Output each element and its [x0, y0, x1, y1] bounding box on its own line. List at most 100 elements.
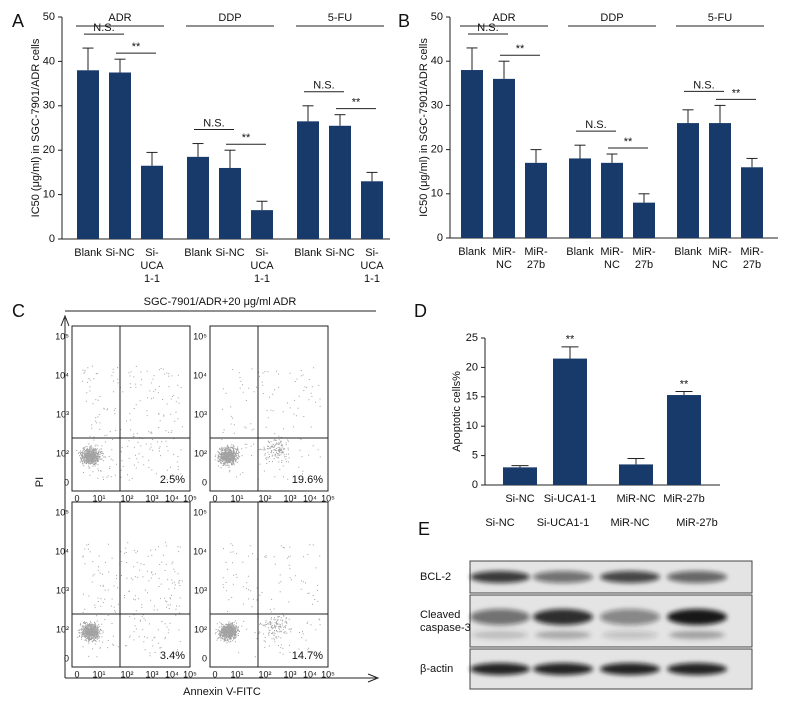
comparison-label: **	[242, 132, 251, 144]
panel-label: C	[12, 301, 25, 321]
axis-arrow	[60, 314, 70, 678]
flow-y-tick: 10³	[194, 409, 207, 419]
y-tick-label: 10	[431, 188, 443, 200]
y-tick-label: 30	[43, 100, 55, 112]
blot-band	[533, 609, 593, 625]
y-tick-label: 25	[466, 332, 478, 344]
flow-x-tick: 10⁴	[165, 669, 179, 679]
bar	[251, 210, 273, 239]
flow-x-tick: 10²	[258, 493, 271, 503]
bar	[141, 165, 163, 239]
bar	[329, 125, 351, 239]
flow-x-tick: 10¹	[230, 669, 243, 679]
event-dots	[76, 365, 183, 481]
flow-x-tick: 10¹	[230, 493, 243, 503]
blot-column-label: MiR-27b	[676, 517, 718, 529]
comparison-label: **	[732, 87, 741, 99]
y-tick-label: 50	[43, 11, 55, 23]
x-tick-label: MiR-NC	[600, 246, 624, 271]
flow-x-tick: 0	[212, 493, 217, 503]
flow-x-tick: 10³	[145, 493, 158, 503]
event-dots	[77, 541, 183, 658]
quadrant-percent: 3.4%	[160, 650, 185, 662]
x-tick-label: Blank	[74, 247, 102, 259]
flow-x-tick: 10³	[283, 669, 296, 679]
x-tick-label: MiR-NC	[616, 493, 655, 505]
bar	[667, 395, 701, 485]
flow-x-tick: 10²	[258, 669, 271, 679]
plot-frame	[71, 325, 191, 492]
group-label: ADR	[108, 12, 131, 24]
flow-y-tick: 0	[202, 653, 207, 663]
y-tick-label: 40	[431, 55, 443, 67]
flow-y-tick: 10⁵	[55, 507, 69, 517]
quadrant-percent: 19.6%	[292, 474, 323, 486]
bar	[493, 78, 515, 238]
bar	[569, 158, 591, 238]
flow-y-tick: 10²	[56, 448, 69, 458]
flow-y-tick: 10²	[194, 448, 207, 458]
x-tick-label: MiR-27b	[663, 493, 705, 505]
comparison-label: N.S.	[477, 22, 498, 34]
blot-band	[470, 663, 530, 675]
bar	[503, 467, 537, 485]
blot-band	[600, 663, 660, 675]
blot-band	[600, 609, 660, 625]
blot-row-label: BCL-2	[420, 571, 451, 583]
flow-x-tick: 0	[74, 669, 79, 679]
y-tick-label: 20	[466, 361, 478, 373]
plot-frame	[71, 501, 191, 668]
blot-band	[533, 663, 593, 675]
flow-x-tick: 10⁵	[183, 669, 197, 679]
comparison-label: N.S.	[93, 22, 114, 34]
significance: **	[566, 334, 575, 346]
x-tick-label: Si-UCA1-1	[544, 493, 597, 505]
flow-y-tick: 10⁴	[193, 370, 207, 380]
flow-y-tick: 10⁵	[55, 331, 69, 341]
blot-band	[667, 663, 727, 675]
group-label: ADR	[492, 12, 515, 24]
x-tick-label: Blank	[294, 247, 322, 259]
x-tick-label: MiR-NC	[708, 246, 732, 271]
flow-x-label: Annexin V-FITC	[183, 686, 261, 698]
group-label: 5-FU	[328, 12, 353, 24]
axis-arrow	[65, 673, 380, 683]
y-axis-label: IC50 (μg/ml) in SGC-7901/ADR cells	[418, 38, 430, 217]
bar	[461, 70, 483, 238]
significance: **	[680, 378, 689, 390]
blot-row-label: β-actin	[420, 663, 453, 675]
event-dots	[215, 543, 321, 658]
bar	[219, 167, 241, 239]
comparison-label: N.S.	[693, 79, 714, 91]
blot-band	[600, 571, 660, 583]
bar	[109, 72, 131, 239]
y-tick-label: 50	[431, 11, 443, 23]
flow-y-tick: 10²	[56, 624, 69, 634]
flow-x-tick: 10³	[283, 493, 296, 503]
flow-x-tick: 10¹	[92, 669, 105, 679]
flow-x-tick: 10⁵	[321, 669, 335, 679]
blot-column-label: MiR-NC	[610, 517, 649, 529]
y-tick-label: 0	[49, 233, 55, 245]
flow-y-tick: 0	[64, 477, 69, 487]
x-tick-label: Blank	[458, 246, 486, 258]
flow-x-tick: 10⁵	[183, 493, 197, 503]
y-axis-label: Apoptotic cells%	[451, 371, 463, 452]
flow-x-tick: 10¹	[92, 493, 105, 503]
y-tick-label: 40	[43, 55, 55, 67]
bar	[677, 123, 699, 238]
flow-y-tick: 10³	[56, 409, 69, 419]
event-dots	[214, 367, 321, 481]
flow-x-tick: 10⁴	[165, 493, 179, 503]
bar	[601, 162, 623, 238]
flow-x-tick: 10⁴	[303, 669, 317, 679]
blot-band	[667, 571, 727, 583]
flow-x-tick: 10²	[120, 493, 133, 503]
flow-y-tick: 10²	[194, 624, 207, 634]
blot-column-label: Si-NC	[485, 517, 514, 529]
bar	[633, 202, 655, 238]
y-tick-label: 10	[466, 420, 478, 432]
bar	[553, 358, 587, 485]
